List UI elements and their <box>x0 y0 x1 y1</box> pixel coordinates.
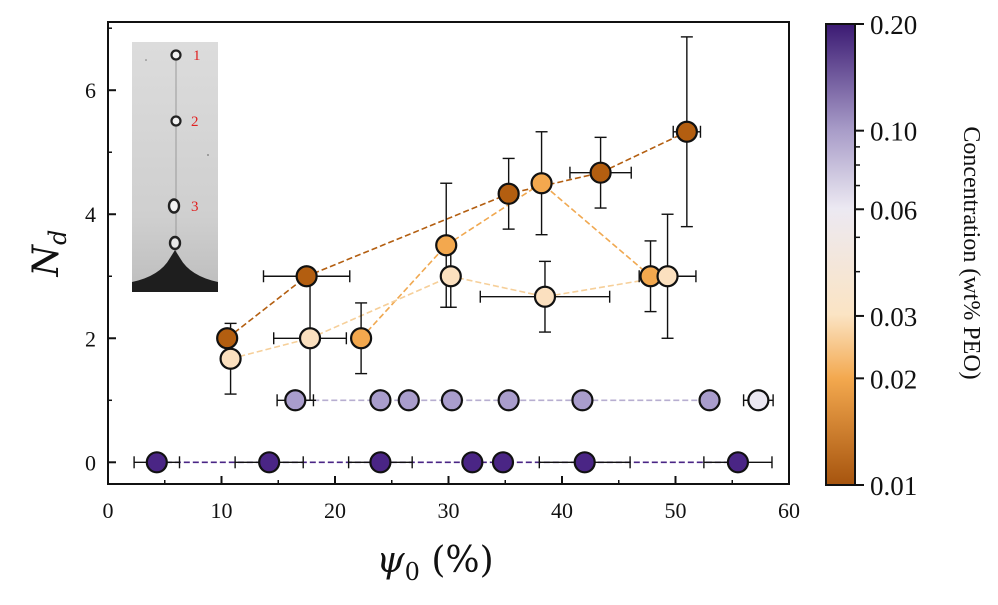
data-point <box>533 285 557 308</box>
data-point <box>497 182 520 205</box>
x-axis-label: ψ0 (%) <box>376 540 493 586</box>
x-tick-label: 0 <box>103 498 114 523</box>
data-point <box>284 389 307 412</box>
markers <box>145 120 770 474</box>
nozzle-cone <box>132 250 218 292</box>
data-point <box>440 389 464 412</box>
data-point <box>258 451 281 474</box>
colorbar-axis: 0.01 0.02 0.03 0.06 0.10 0.20 <box>855 10 917 501</box>
data-point <box>461 451 484 474</box>
data-point <box>439 265 462 288</box>
y-axis-label: Nd <box>26 230 72 278</box>
inset-label-1: 1 <box>193 48 201 64</box>
x-tick-label: 50 <box>665 498 687 523</box>
data-point <box>295 265 318 288</box>
colorbar-tick-label: 0.01 <box>870 471 917 501</box>
x-tick-label: 60 <box>778 498 800 523</box>
x-tick-label: 10 <box>211 498 233 523</box>
y-axis: 0 2 4 6 <box>85 27 116 475</box>
data-point <box>397 389 420 412</box>
data-point <box>350 327 373 350</box>
data-point <box>435 234 458 257</box>
data-point <box>573 451 596 474</box>
data-point <box>497 389 520 412</box>
y-tick-label: 6 <box>85 78 96 103</box>
inset-label-3: 3 <box>191 199 199 215</box>
colorbar <box>825 23 856 486</box>
y-tick-label: 4 <box>85 202 96 227</box>
data-point <box>726 451 750 474</box>
data-point <box>656 265 679 288</box>
data-point <box>747 389 770 412</box>
data-point <box>675 120 698 143</box>
colorbar-tick-label: 0.06 <box>870 195 917 225</box>
colorbar-tick-label: 0.03 <box>870 302 917 332</box>
colorbar-label: Concentration (wt% PEO) <box>958 126 984 379</box>
y-tick-label: 2 <box>85 326 96 351</box>
data-point <box>298 327 322 350</box>
colorbar-tick-label: 0.20 <box>870 10 917 40</box>
series-line <box>360 182 652 339</box>
data-point <box>219 347 242 370</box>
x-tick-label: 40 <box>551 498 573 523</box>
data-point <box>698 389 721 412</box>
data-point <box>589 161 612 184</box>
data-point <box>530 172 553 195</box>
colorbar-tick-label: 0.02 <box>870 364 917 394</box>
data-point <box>369 389 392 412</box>
inset-label-2: 2 <box>191 114 199 130</box>
x-tick-label: 20 <box>324 498 346 523</box>
data-point <box>145 451 168 474</box>
y-tick-label: 0 <box>85 450 96 475</box>
data-point <box>491 451 515 474</box>
data-point <box>216 327 239 350</box>
x-tick-label: 30 <box>438 498 460 523</box>
inset-photo <box>132 42 218 292</box>
x-axis: 0 10 20 30 40 50 60 <box>103 476 800 523</box>
data-point <box>369 451 392 474</box>
colorbar-tick-label: 0.10 <box>870 117 917 147</box>
data-point <box>571 389 594 412</box>
